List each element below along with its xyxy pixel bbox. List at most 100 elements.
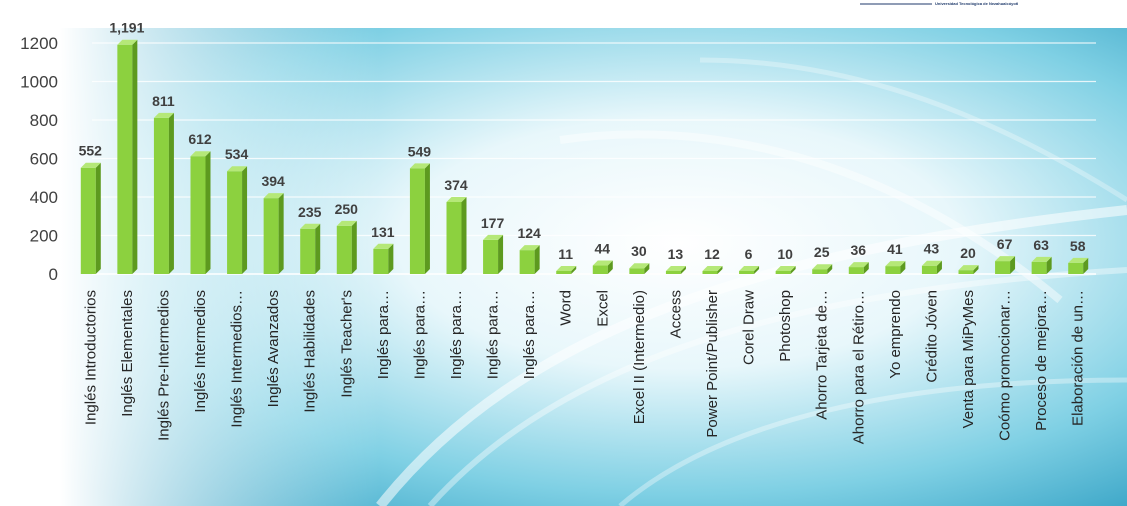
bar-front [483, 239, 499, 274]
bar-top [336, 220, 357, 226]
y-tick-label: 800 [30, 111, 58, 130]
category-label: Coómo promocionar… [997, 290, 1014, 441]
bar-side [278, 193, 284, 274]
bar-top [373, 243, 394, 249]
bar-side [973, 265, 979, 274]
category-label: Corel Draw [741, 290, 758, 365]
bar-side [205, 151, 211, 274]
bar [80, 162, 101, 274]
logo: Universidad Tecnológica de Nezahualcóyot… [860, 1, 1018, 6]
bar-front [592, 265, 608, 274]
category-label: Inglés para… [411, 290, 428, 379]
bar-front [227, 171, 243, 274]
y-tick-label: 0 [49, 265, 58, 284]
data-label: 12 [704, 246, 720, 262]
category-label: Access [667, 290, 684, 338]
bar [812, 264, 833, 274]
bar-side [132, 39, 138, 274]
bar-front [958, 270, 974, 274]
bar [921, 260, 942, 274]
data-label: 235 [298, 204, 322, 220]
category-label: Ahorro para el Rétiro… [850, 290, 867, 444]
bar-front [665, 271, 681, 274]
bar-side [351, 220, 357, 274]
bar-top [263, 193, 284, 199]
bar-top [739, 266, 760, 271]
y-axis: 0 200 400 600 800 1000 1200 [20, 34, 58, 284]
category-label: Inglés para… [448, 290, 465, 379]
bar [336, 220, 357, 274]
bar-side [571, 266, 577, 274]
bar [556, 266, 577, 274]
bar-side [424, 163, 430, 274]
bar [665, 266, 686, 274]
bar-front [812, 269, 828, 274]
bar-front [373, 248, 389, 274]
y-tick-label: 400 [30, 188, 58, 207]
bar-side [388, 243, 394, 274]
bar-front [848, 267, 864, 274]
category-label: Inglés para… [485, 290, 502, 379]
category-label: Word [558, 290, 575, 326]
bar-top [519, 245, 540, 251]
category-label: Inglés Intermedios [192, 290, 209, 413]
bar-front [739, 271, 755, 274]
data-label: 131 [371, 224, 395, 240]
bar-front [702, 271, 718, 274]
data-label: 534 [225, 146, 249, 162]
bar-side [168, 112, 174, 274]
bar-front [300, 228, 316, 274]
bar [117, 39, 138, 274]
bar [629, 263, 650, 274]
bar [300, 223, 321, 274]
data-label: 612 [188, 131, 212, 147]
data-label: 43 [924, 241, 940, 257]
bar-side [900, 261, 906, 274]
data-label: 63 [1033, 237, 1049, 253]
y-tick-label: 200 [30, 227, 58, 246]
bar [1031, 256, 1052, 274]
bar-side [644, 263, 650, 274]
bar-top [629, 263, 650, 269]
data-label: 549 [408, 143, 432, 159]
bar-side [1083, 257, 1089, 274]
bars [80, 39, 1089, 274]
bar [153, 112, 174, 274]
category-label: Inglés Elementales [119, 290, 136, 417]
y-tick-label: 1200 [20, 34, 58, 53]
category-label: Inglés Avanzados [265, 290, 282, 407]
bar-front [1068, 262, 1084, 274]
category-label: Ahorro Tarjeta de… [814, 290, 831, 420]
data-label: 41 [887, 241, 903, 257]
category-label: Inglés para… [521, 290, 538, 379]
bar-side [790, 266, 796, 274]
bar-top [190, 151, 211, 157]
bar-front [519, 250, 535, 274]
bar-front [263, 198, 279, 274]
data-label: 44 [594, 241, 610, 257]
bar-top [812, 264, 833, 270]
bar-side [680, 266, 686, 274]
bar [519, 245, 540, 274]
bar-front [775, 271, 791, 274]
category-label: Excel [594, 290, 611, 327]
bar [227, 166, 248, 274]
bar-front [556, 271, 572, 274]
bar-side [754, 266, 760, 274]
bar-top [1031, 256, 1052, 262]
data-label: 124 [517, 225, 541, 241]
category-label: Power Point/Publisher [704, 290, 721, 438]
bar [409, 163, 430, 274]
category-label: Photoshop [777, 290, 794, 362]
bar-top [446, 197, 467, 203]
bar-front [80, 167, 96, 274]
bar-front [117, 44, 133, 274]
bar-front [629, 268, 645, 274]
bar-front [153, 117, 169, 274]
bar-top [995, 256, 1016, 262]
data-label: 394 [261, 173, 285, 189]
y-tick-label: 1000 [20, 73, 58, 92]
bar-front [409, 168, 425, 274]
